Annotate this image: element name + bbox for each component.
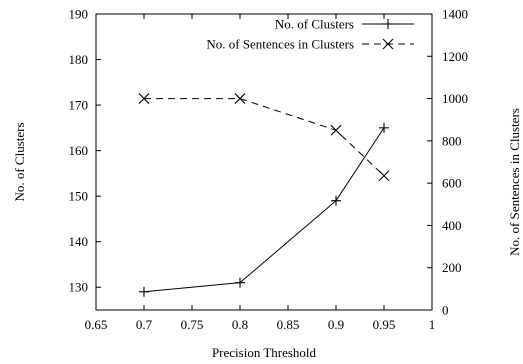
legend-entry: No. of Clusters (275, 17, 414, 32)
y-left-tick-label: 160 (69, 143, 89, 158)
chart-legend: No. of Clusters No. of Sentences in Clust… (206, 17, 414, 52)
chart-series-layer (138, 93, 390, 297)
x-tick-label: 0.95 (373, 317, 396, 332)
data-point (331, 195, 341, 206)
y-axis-right-label: No. of Sentences in Clusters (507, 108, 522, 256)
marker-stroke (378, 170, 390, 182)
plot-frame (95, 13, 433, 311)
x-tick-label: 0.9 (328, 317, 344, 332)
y-right-tick-label: 200 (442, 260, 462, 275)
x-tick-label: 0.85 (277, 317, 300, 332)
y-right-tick-label: 1200 (442, 49, 468, 64)
y-left-tick-label: 170 (69, 98, 89, 113)
y-left-tick-label: 140 (69, 234, 89, 249)
marker-stroke (138, 93, 150, 104)
series-line (143, 127, 385, 293)
series-line (144, 98, 385, 177)
chart-ticks: 0.65 0.7 0.75 0.8 0.85 0.9 0.95 1 130 140 150 160 17… (69, 7, 469, 333)
x-axis-label: Precision Threshold (212, 345, 317, 360)
data-point (139, 286, 149, 297)
x-tick-label: 0.65 (85, 317, 108, 332)
y-right-tick-label: 1000 (442, 91, 468, 106)
y-left-tick-label: 150 (69, 189, 89, 204)
y-right-tick-label: 0 (442, 303, 449, 318)
chart-axes (95, 13, 433, 311)
y-axis-left-label: No. of Clusters (12, 122, 27, 201)
y-right-tick-label: 600 (442, 176, 462, 191)
data-point (235, 277, 245, 288)
y-left-tick-label: 180 (69, 52, 89, 67)
legend-entry: No. of Sentences in Clusters (206, 37, 414, 52)
legend-label: No. of Clusters (275, 17, 354, 32)
x-tick-label: 0.8 (232, 317, 248, 332)
x-tick-label: 1 (429, 317, 436, 332)
x-tick-label: 0.7 (136, 317, 153, 332)
data-point (138, 93, 150, 104)
series-sentences (138, 93, 390, 182)
marker-stroke (234, 93, 246, 104)
marker-stroke (382, 38, 394, 50)
y-right-tick-label: 800 (442, 133, 462, 148)
y-left-tick-label: 130 (69, 280, 89, 295)
legend-label: No. of Sentences in Clusters (206, 37, 354, 52)
data-point (234, 93, 246, 104)
data-point (379, 122, 389, 133)
series-clusters (139, 122, 389, 297)
data-point (330, 124, 342, 136)
y-right-tick-label: 1400 (442, 7, 468, 22)
y-left-tick-label: 190 (69, 7, 89, 22)
legend-marker (382, 38, 394, 50)
x-tick-label: 0.75 (181, 317, 204, 332)
legend-marker (383, 19, 393, 29)
marker-stroke (330, 124, 342, 136)
y-right-tick-label: 400 (442, 218, 462, 233)
data-point (378, 170, 390, 182)
